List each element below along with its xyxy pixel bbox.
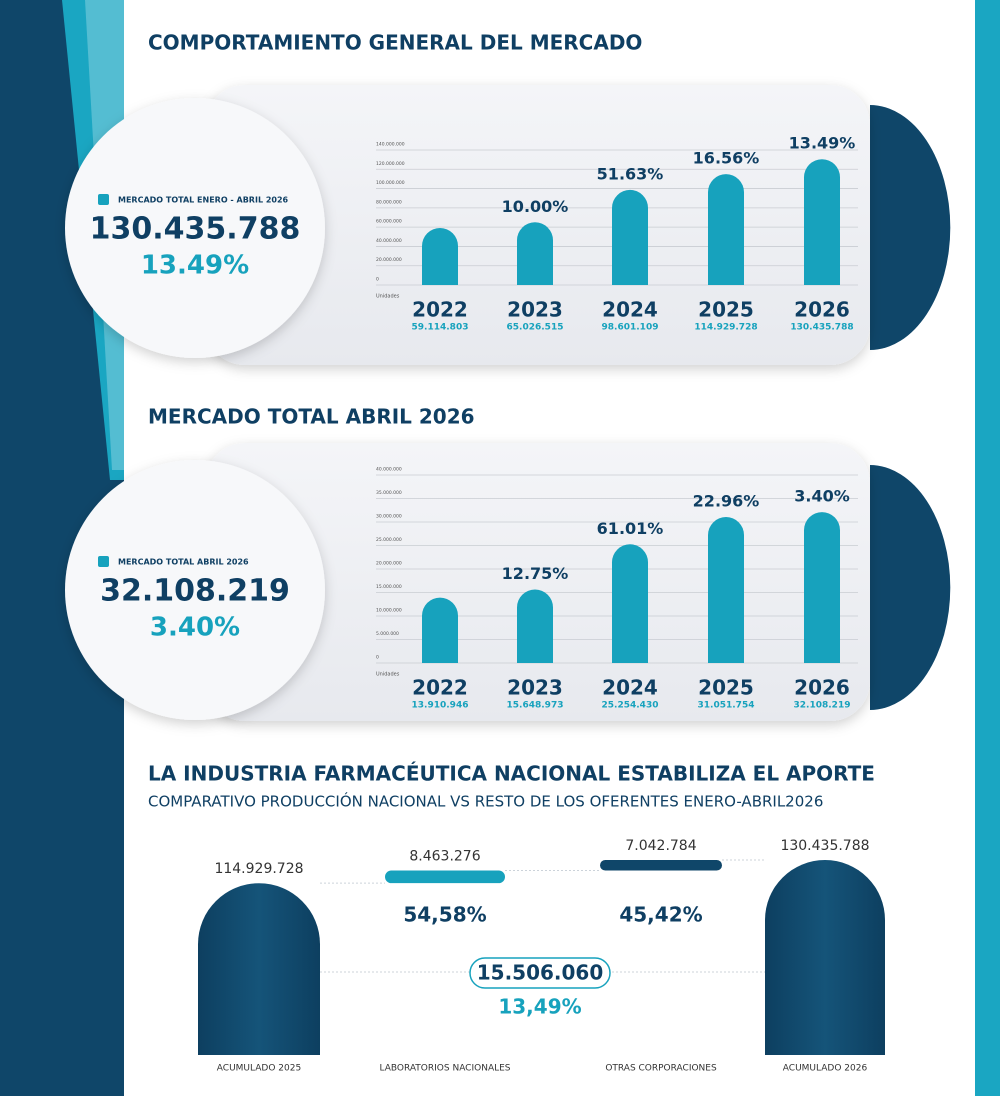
value-label: 59.114.803 [412, 323, 469, 333]
value-label: 15.648.973 [507, 701, 564, 711]
growth-label: 12.75% [502, 564, 569, 583]
callout-change: 3.40% [150, 613, 240, 643]
growth-label: 10.00% [502, 197, 569, 216]
share-label: 45,42% [619, 903, 702, 927]
x-tick-label: OTRAS CORPORACIONES [605, 1064, 717, 1074]
x-tick-label: 2022 [412, 298, 468, 322]
y-axis-label: Unidades [376, 294, 400, 300]
x-tick-label: 2023 [507, 298, 563, 322]
bar [765, 860, 885, 1055]
y-tick-label: 40.000.000 [376, 467, 402, 473]
x-tick-label: LABORATORIOS NACIONALES [379, 1064, 510, 1074]
value-label: 13.910.946 [412, 701, 469, 711]
x-tick-label: 2026 [794, 298, 850, 322]
y-tick-label: 60.000.000 [376, 219, 402, 225]
value-label: 32.108.219 [794, 701, 851, 711]
x-tick-label: 2022 [412, 676, 468, 700]
y-tick-label: 20.000.000 [376, 257, 402, 263]
change-value: 15.506.060 [477, 961, 604, 985]
value-label: 7.042.784 [625, 838, 696, 854]
x-tick-label: ACUMULADO 2025 [217, 1064, 301, 1074]
section-title: LA INDUSTRIA FARMACÉUTICA NACIONAL ESTAB… [148, 762, 875, 786]
x-tick-label: ACUMULADO 2026 [783, 1064, 868, 1074]
value-label: 98.601.109 [602, 323, 659, 333]
y-tick-label: 20.000.000 [376, 561, 402, 567]
bar [804, 512, 840, 663]
bar [804, 159, 840, 285]
x-tick-label: 2023 [507, 676, 563, 700]
y-tick-label: 35.000.000 [376, 490, 402, 496]
legend-swatch [98, 194, 109, 205]
callout-circle [65, 460, 325, 720]
x-tick-label: 2024 [602, 676, 658, 700]
share-label: 54,58% [403, 903, 486, 927]
value-label: 130.435.788 [780, 838, 869, 854]
growth-label: 51.63% [597, 164, 664, 183]
callout-label: MERCADO TOTAL ABRIL 2026 [118, 558, 249, 567]
y-tick-label: 5.000.000 [376, 631, 399, 637]
y-tick-label: 0 [376, 277, 379, 283]
y-axis-label: Unidades [376, 672, 400, 678]
callout-value: 130.435.788 [90, 212, 301, 247]
value-label: 25.254.430 [602, 701, 659, 711]
value-label: 8.463.276 [409, 849, 480, 865]
y-tick-label: 40.000.000 [376, 238, 402, 244]
callout-label: MERCADO TOTAL ENERO - ABRIL 2026 [118, 196, 289, 205]
bar [600, 860, 722, 871]
value-label: 130.435.788 [790, 323, 853, 333]
x-tick-label: 2025 [698, 298, 754, 322]
section-title: MERCADO TOTAL ABRIL 2026 [148, 405, 475, 429]
y-tick-label: 80.000.000 [376, 199, 402, 205]
right-band [975, 0, 1000, 1096]
panel-deco [870, 465, 951, 710]
y-tick-label: 100.000.000 [376, 180, 405, 186]
callout-circle [65, 98, 325, 358]
x-tick-label: 2024 [602, 298, 658, 322]
section-subtitle: COMPARATIVO PRODUCCIÓN NACIONAL VS RESTO… [148, 792, 823, 811]
bar [385, 870, 505, 884]
panel-deco [870, 105, 951, 350]
growth-label: 3.40% [794, 487, 850, 506]
y-tick-label: 25.000.000 [376, 537, 402, 543]
legend-swatch [98, 556, 109, 567]
value-label: 114.929.728 [694, 323, 757, 333]
y-tick-label: 15.000.000 [376, 584, 402, 590]
callout-value: 32.108.219 [100, 574, 290, 609]
value-label: 65.026.515 [507, 323, 564, 333]
callout-change: 13.49% [141, 251, 249, 281]
y-tick-label: 0 [376, 655, 379, 661]
growth-label: 22.96% [693, 492, 760, 511]
section-title: COMPORTAMIENTO GENERAL DEL MERCADO [148, 31, 642, 55]
x-tick-label: 2025 [698, 676, 754, 700]
change-percent: 13,49% [498, 995, 581, 1019]
growth-label: 16.56% [693, 149, 760, 168]
bar [517, 589, 553, 663]
bar [198, 883, 320, 1055]
bar [422, 597, 458, 663]
y-tick-label: 10.000.000 [376, 608, 402, 614]
bar [612, 189, 648, 285]
bar [612, 544, 648, 663]
growth-label: 61.01% [597, 519, 664, 538]
y-tick-label: 140.000.000 [376, 142, 405, 148]
bar [517, 222, 553, 285]
bar [708, 174, 744, 285]
value-label: 114.929.728 [214, 861, 303, 877]
y-tick-label: 120.000.000 [376, 161, 405, 167]
bar [708, 517, 744, 663]
change-pill [469, 957, 611, 989]
value-label: 31.051.754 [698, 701, 755, 711]
x-tick-label: 2026 [794, 676, 850, 700]
y-tick-label: 30.000.000 [376, 514, 402, 520]
bar [422, 227, 458, 285]
growth-label: 13.49% [789, 134, 856, 153]
panel [205, 443, 870, 721]
